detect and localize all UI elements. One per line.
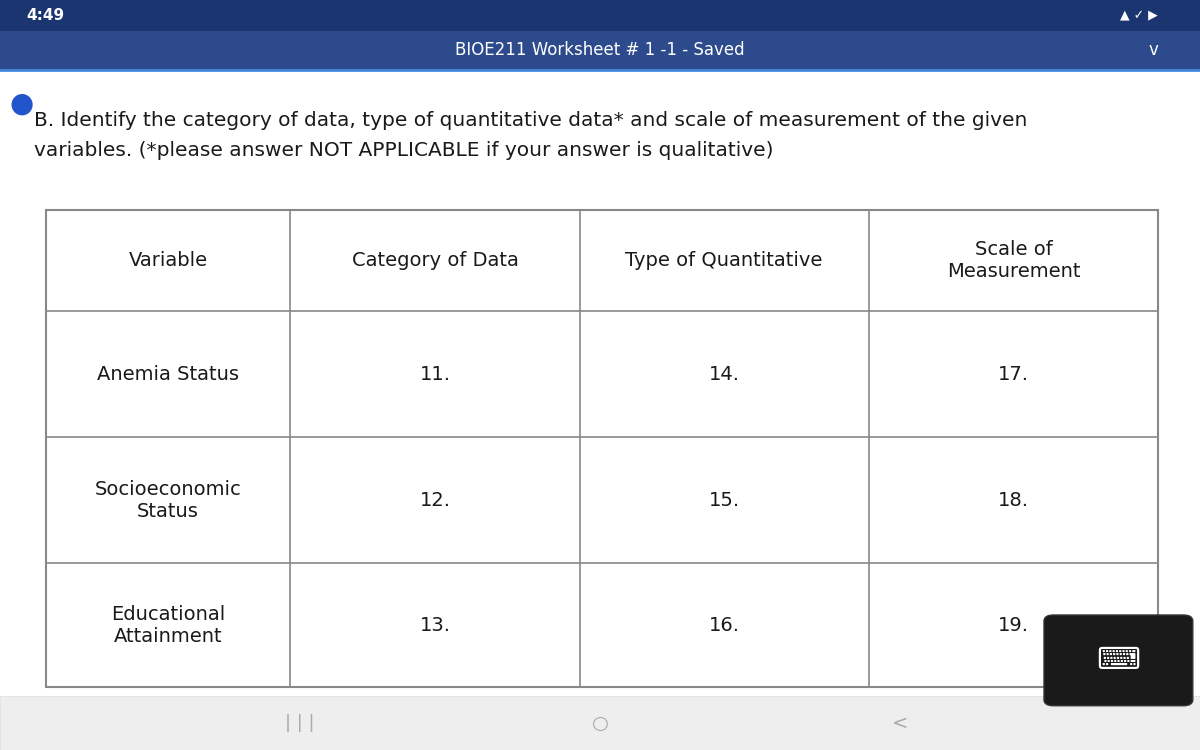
Text: B. Identify the category of data, type of quantitative data* and scale of measur: B. Identify the category of data, type o… [34,111,1027,130]
Text: Variable: Variable [128,251,208,270]
Text: ○: ○ [592,713,608,733]
Text: 15.: 15. [709,490,739,510]
Text: 18.: 18. [998,490,1028,510]
Text: | | |: | | | [286,714,314,732]
Text: Type of Quantitative: Type of Quantitative [625,251,823,270]
Text: Category of Data: Category of Data [352,251,518,270]
Text: 17.: 17. [998,364,1028,384]
Text: Anemia Status: Anemia Status [97,364,239,384]
Text: BIOE211 Worksheet # 1 -1 - Saved: BIOE211 Worksheet # 1 -1 - Saved [455,41,745,59]
Text: variables. (*please answer NOT APPLICABLE if your answer is qualitative): variables. (*please answer NOT APPLICABL… [34,141,773,160]
Text: 11.: 11. [420,364,450,384]
Text: Socioeconomic
Status: Socioeconomic Status [95,480,241,520]
Text: ⌨: ⌨ [1097,646,1140,675]
Text: <: < [892,713,908,733]
Text: 12.: 12. [420,490,450,510]
Text: 13.: 13. [420,616,450,634]
Text: ●: ● [10,89,34,117]
Text: 19.: 19. [998,616,1028,634]
Text: ▲ ✓ ▶: ▲ ✓ ▶ [1121,9,1158,22]
Text: Scale of
Measurement: Scale of Measurement [947,240,1080,281]
Text: 4:49: 4:49 [26,8,65,22]
Text: Educational
Attainment: Educational Attainment [110,604,226,646]
Text: v: v [1148,41,1158,59]
Text: 14.: 14. [709,364,739,384]
Text: 16.: 16. [709,616,739,634]
